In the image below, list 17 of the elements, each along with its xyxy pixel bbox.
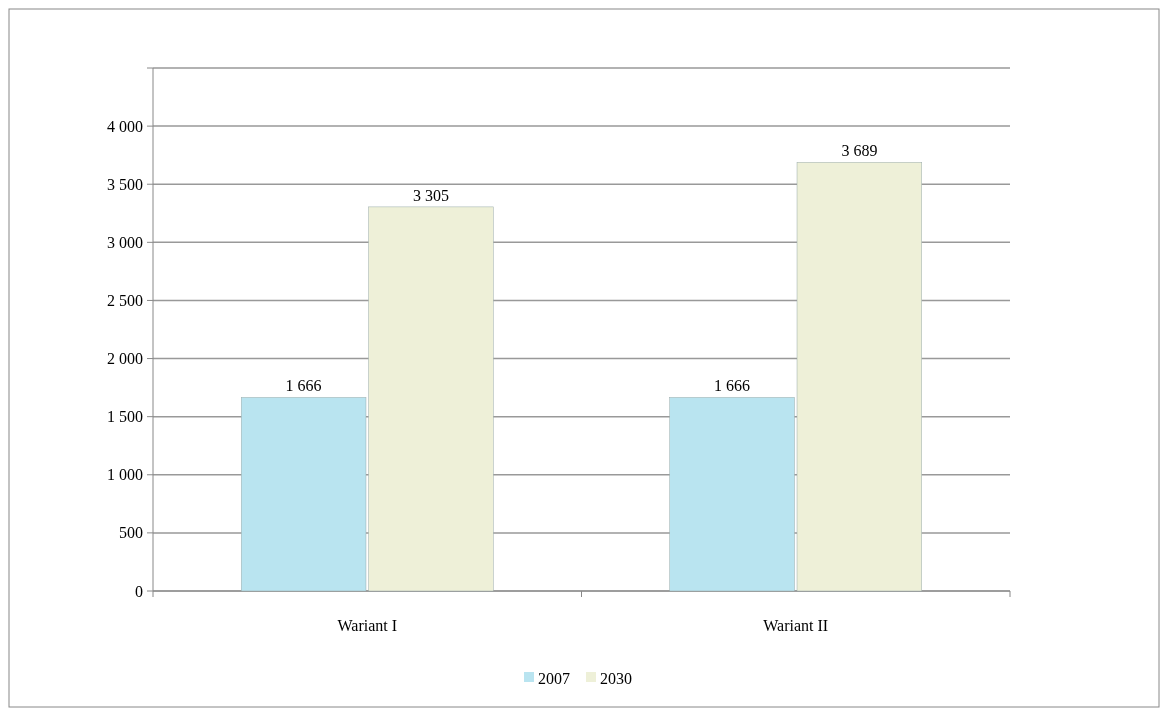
data-label: 3 305 — [412, 186, 449, 204]
data-label: 3 689 — [841, 142, 878, 160]
legend-label: 2007 — [538, 669, 570, 687]
data-label: 1 666 — [714, 377, 751, 395]
y-tick-label: 3 500 — [107, 175, 143, 193]
y-tick-label: 0 — [135, 582, 143, 600]
x-tick-label: Wariant I — [337, 617, 398, 634]
legend-label: 2030 — [600, 669, 632, 687]
data-label: 1 666 — [285, 377, 322, 395]
y-tick-label: 2 500 — [107, 292, 143, 310]
y-tick-label: 3 000 — [107, 233, 143, 251]
y-tick-label: 4 000 — [107, 117, 143, 135]
y-tick-label: 1 000 — [107, 466, 143, 484]
y-tick-label: 500 — [119, 524, 143, 542]
y-tick-label: 2 000 — [107, 350, 143, 368]
y-tick-label: 1 500 — [107, 408, 143, 426]
x-tick-label: Wariant II — [763, 617, 829, 634]
